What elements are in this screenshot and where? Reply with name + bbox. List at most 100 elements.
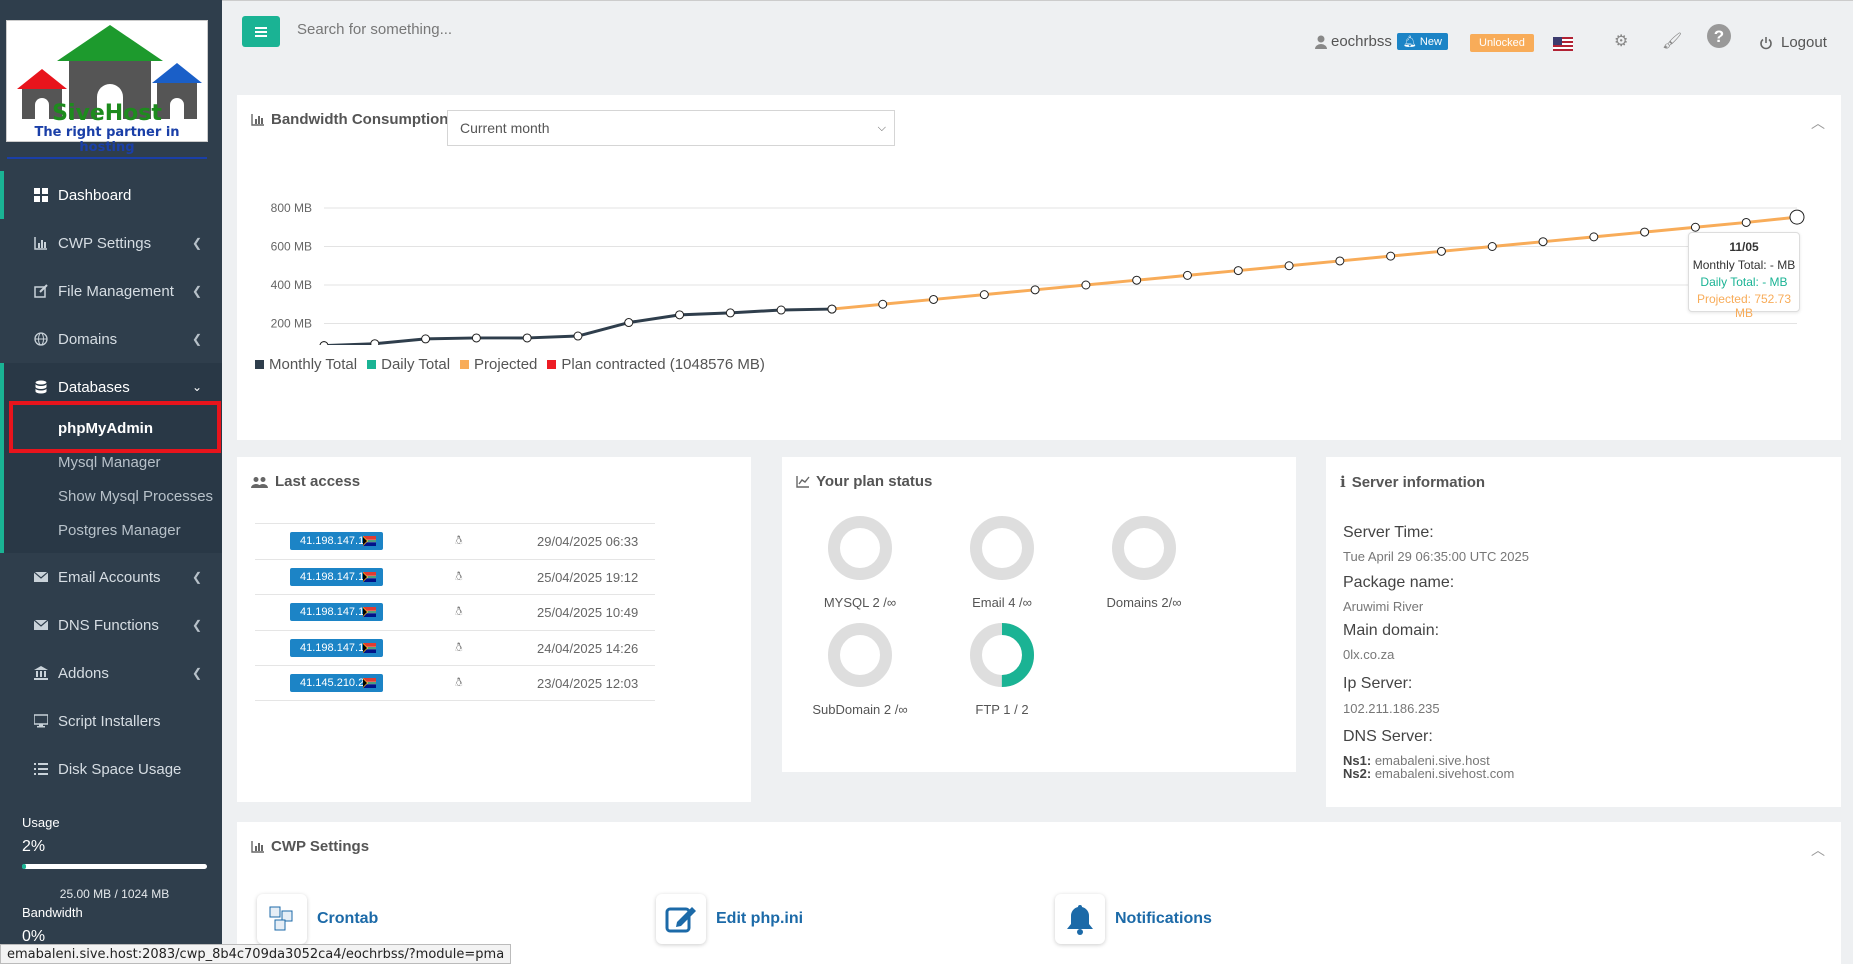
ns2-label: Ns2: [1343, 766, 1372, 781]
tile-crontab[interactable]: Crontab [257, 894, 378, 944]
legend-label: Daily Total [381, 356, 451, 373]
tooltip-monthly: Monthly Total: - MB [1692, 258, 1796, 272]
data-point [929, 294, 939, 304]
legend-item[interactable]: Daily Total [367, 356, 450, 373]
brush-icon[interactable]: 🖌︎ [1662, 33, 1683, 50]
table-row: 41.198.147.15 🐧︎ 24/04/2025 14:26 [255, 629, 655, 666]
sidebar-item-cwp-settings[interactable]: CWP Settings ❮ [0, 219, 222, 267]
data-point [827, 304, 837, 314]
databases-submenu: phpMyAdmin Mysql Manager Show Mysql Proc… [0, 411, 222, 553]
user-menu[interactable]: eochrbss 🔔︎ New [1315, 33, 1448, 50]
unlocked-badge[interactable]: Unlocked [1470, 34, 1534, 52]
dns-server-label: DNS Server: [1343, 728, 1433, 745]
access-date: 25/04/2025 10:49 [537, 605, 639, 620]
tile-label: Notifications [1115, 910, 1212, 927]
search-input[interactable] [297, 21, 697, 38]
plan-donut: Domains 2/∞ [1106, 513, 1182, 610]
envelope-icon [33, 617, 49, 633]
bank-icon [33, 665, 49, 681]
legend-swatch [460, 360, 470, 369]
sidebar-item-file-management[interactable]: File Management ❮ [0, 267, 222, 315]
data-point [1741, 217, 1751, 227]
legend-item[interactable]: Monthly Total [255, 356, 357, 373]
legend-item[interactable]: Plan contracted (1048576 MB) [547, 356, 765, 373]
sidebar-item-disk-space-usage[interactable]: Disk Space Usage [0, 745, 222, 793]
last-access-panel: Last access 41.198.147.15 🐧︎ 29/04/2025 06… [237, 457, 751, 802]
submenu-item-postgres-manager[interactable]: Postgres Manager [58, 521, 181, 539]
donut-label: FTP 1 / 2 [975, 702, 1029, 717]
data-point [1386, 251, 1396, 261]
ip-badge[interactable]: 41.198.147.15 [290, 603, 383, 621]
ip-badge[interactable]: 41.145.210.252 [290, 674, 383, 692]
legend-label: Monthly Total [269, 356, 358, 373]
ns1-value: emabaleni.sive.host [1374, 753, 1490, 768]
ip-text: 41.198.147.15 [300, 570, 371, 583]
sidebar-item-label: Databases [58, 378, 130, 396]
ip-server-label: Ip Server: [1343, 675, 1413, 692]
chevron-down-icon: ⌵ [877, 122, 886, 134]
logout-button[interactable]: Logout [1759, 34, 1827, 51]
data-point [1436, 246, 1446, 256]
database-icon [33, 379, 49, 395]
table-row: 41.198.147.15 🐧︎ 25/04/2025 10:49 [255, 594, 655, 630]
topbar: eochrbss 🔔︎ New Unlocked ⚙ 🖌︎ ? Logout [222, 0, 1853, 62]
server-time-label: Server Time: [1343, 524, 1434, 541]
menu-toggle-button[interactable] [242, 16, 280, 47]
main-domain-value: 0lx.co.za [1343, 647, 1395, 662]
cwp-settings-title: CWP Settings [271, 838, 370, 855]
period-select[interactable]: Current month ⌵ [447, 110, 895, 146]
data-point [1690, 222, 1700, 232]
desktop-icon [33, 713, 49, 729]
collapse-chevron-up-icon[interactable]: ︿ [1811, 115, 1825, 131]
tile-notifications[interactable]: Notifications [1055, 894, 1212, 944]
gears-icon[interactable]: ⚙ [1614, 33, 1629, 50]
donut-chart [970, 623, 1034, 687]
usage-percent: 2% [22, 838, 46, 855]
logout-label: Logout [1781, 34, 1827, 51]
ip-badge[interactable]: 41.198.147.15 [290, 638, 383, 657]
south-africa-flag-icon [363, 536, 376, 546]
sidebar-item-email-accounts[interactable]: Email Accounts ❮ [0, 553, 222, 601]
legend-swatch [255, 360, 264, 369]
submenu-item-show-mysql-processes[interactable]: Show Mysql Processes [58, 487, 214, 505]
chevron-left-icon: ❮ [191, 284, 202, 298]
panel-title: Your plan status [796, 473, 932, 490]
plan-status-title: Your plan status [816, 473, 933, 490]
sidebar-item-dashboard[interactable]: Dashboard [0, 171, 222, 219]
ip-badge[interactable]: 41.198.147.15 [290, 532, 383, 550]
new-notification-badge[interactable]: 🔔︎ New [1396, 33, 1448, 50]
sidebar-item-label: CWP Settings [58, 234, 152, 252]
sidebar-item-label: Addons [58, 664, 109, 682]
series-line [831, 215, 1798, 311]
sidebar-item-dns-functions[interactable]: DNS Functions ❮ [0, 601, 222, 649]
submenu-item-phpmyadmin[interactable]: phpMyAdmin [58, 419, 153, 437]
donut-label: Domains 2/∞ [1106, 595, 1182, 610]
last-access-table: 41.198.147.15 🐧︎ 29/04/2025 06:33 41.198.14… [255, 523, 655, 701]
linux-icon: 🐧︎ [455, 639, 463, 654]
sidebar-item-domains[interactable]: Domains ❮ [0, 315, 222, 363]
sidebar-item-addons[interactable]: Addons ❮ [0, 649, 222, 697]
bar-chart-icon [251, 840, 265, 853]
last-access-title: Last access [275, 473, 361, 490]
data-point [1284, 261, 1294, 271]
help-icon[interactable]: ? [1706, 23, 1732, 49]
logo[interactable]: SiveHost The right partner in hosting [6, 20, 208, 159]
data-point [471, 333, 481, 343]
us-flag-icon[interactable] [1553, 37, 1573, 51]
data-point [979, 290, 989, 300]
data-point [1182, 270, 1192, 280]
legend-item[interactable]: Projected [460, 356, 537, 373]
collapse-chevron-up-icon[interactable]: ︿ [1811, 842, 1825, 858]
submenu-item-mysql-manager[interactable]: Mysql Manager [58, 453, 161, 471]
bandwidth-panel: Bandwidth Consumption Current month ⌵ ︿ … [237, 95, 1841, 440]
panel-title: Last access [251, 473, 360, 490]
bell-icon: 🔔︎ [1402, 36, 1417, 48]
panel-title: Bandwidth Consumption [251, 111, 448, 128]
bandwidth-title: Bandwidth Consumption [271, 111, 449, 128]
ip-badge[interactable]: 41.198.147.15 [290, 567, 383, 586]
sidebar-item-script-installers[interactable]: Script Installers [0, 697, 222, 745]
donut-chart [828, 516, 892, 580]
ip-text: 41.145.210.252 [300, 677, 377, 689]
tile-edit-phpini[interactable]: Edit php.ini [656, 894, 803, 944]
ip-text: 41.198.147.15 [300, 535, 371, 547]
